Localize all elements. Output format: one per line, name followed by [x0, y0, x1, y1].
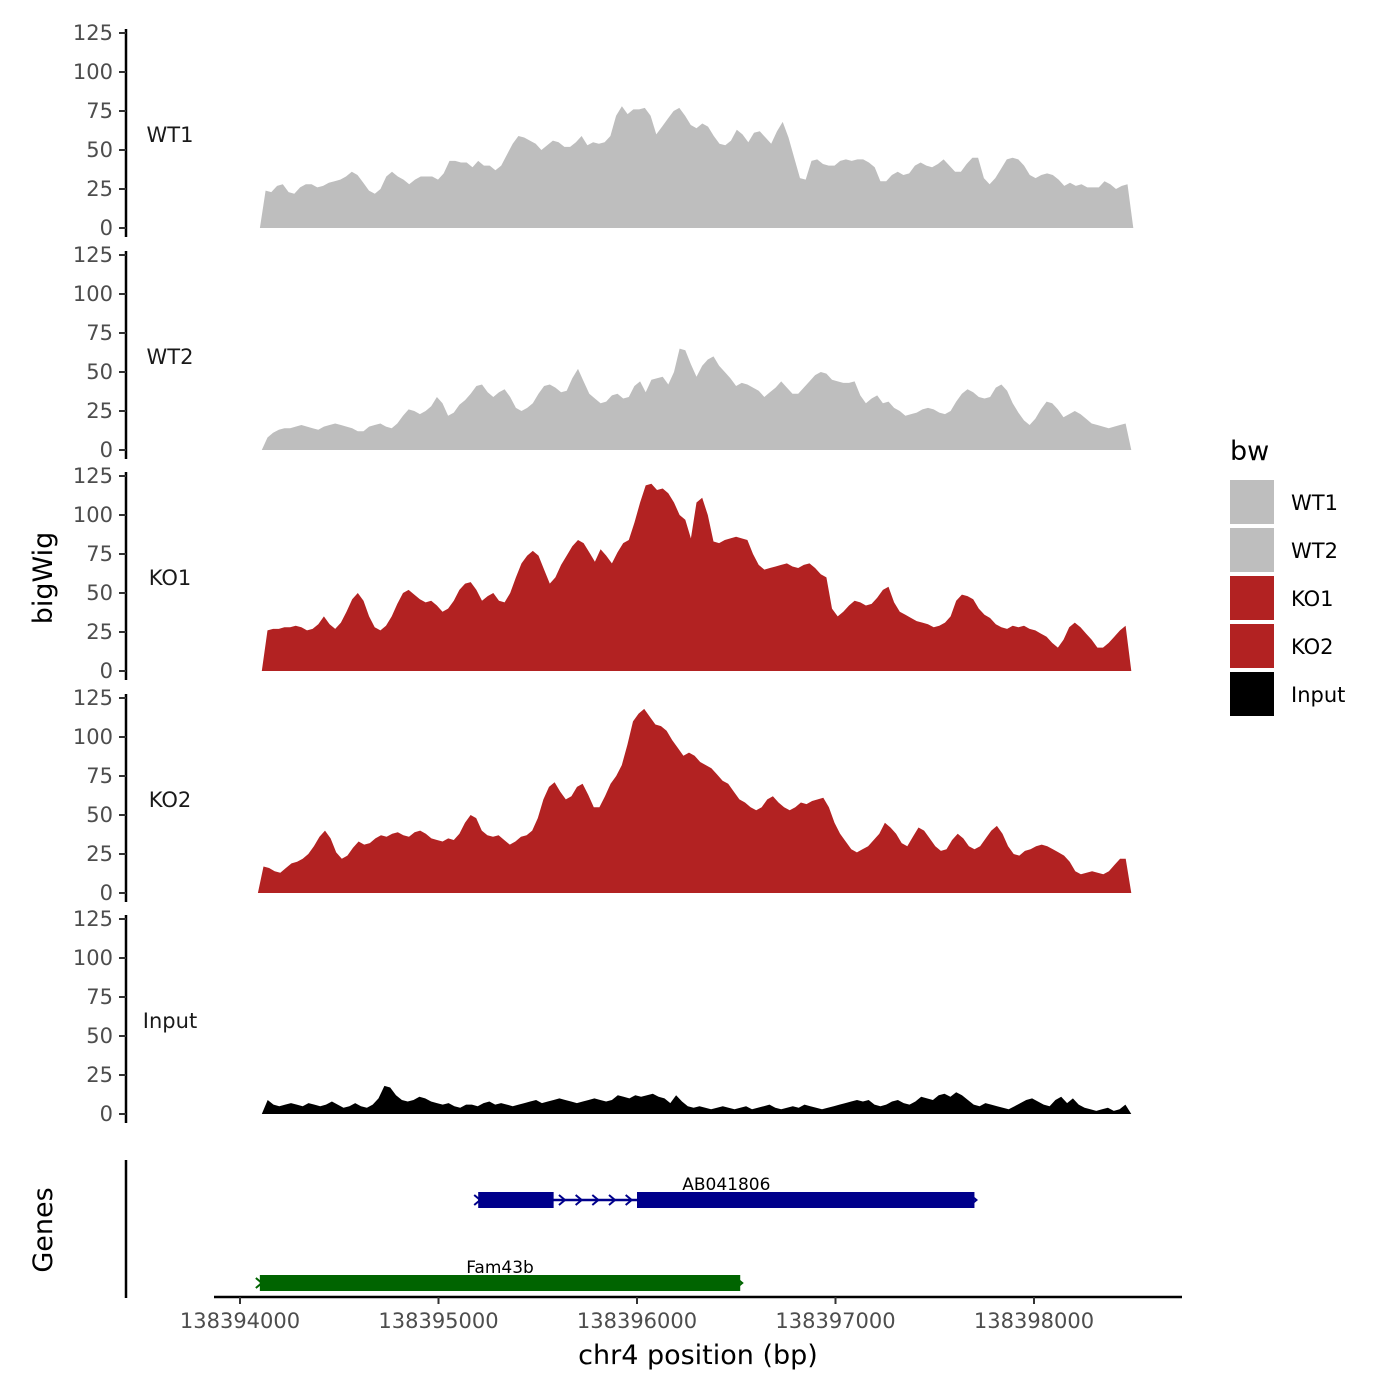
area-input	[261, 1085, 1132, 1114]
panel-wt2: 0 25 50 75 100 125 WT2	[73, 243, 1132, 462]
y-tick-label: 25	[86, 842, 113, 866]
gene-exon	[259, 1275, 741, 1291]
y-tick-label: 0	[100, 438, 113, 462]
legend-label-input: Input	[1291, 683, 1345, 707]
legend-title: bw	[1230, 436, 1269, 467]
x-tick-label: 138395000	[378, 1309, 498, 1333]
area-ko1	[261, 483, 1132, 671]
y-tick-label: 100	[73, 725, 113, 749]
x-tick-label: 138394000	[180, 1309, 300, 1333]
y-tick-label: 75	[86, 99, 113, 123]
y-tick-label: 50	[86, 138, 113, 162]
y-tick-label: 125	[73, 907, 113, 931]
gene-exon	[637, 1192, 975, 1208]
y-tick-label: 100	[73, 282, 113, 306]
panel-label-wt2: WT2	[147, 345, 194, 369]
strand-arrow	[625, 1194, 634, 1206]
x-axis-title: chr4 position (bp)	[578, 1340, 818, 1371]
y-tick-label: 0	[100, 216, 113, 240]
panel-label-input: Input	[143, 1009, 197, 1033]
area-ko2	[257, 708, 1132, 893]
y-tick-label: 0	[100, 881, 113, 905]
gene-label: AB041806	[682, 1175, 770, 1195]
x-axis: 138394000 138395000 138396000 138397000 1383…	[180, 1295, 1182, 1333]
y-tick-label: 75	[86, 985, 113, 1009]
y-tick-label: 125	[73, 243, 113, 267]
gene-ab041806: AB041806	[473, 1175, 979, 1208]
y-tick-label: 100	[73, 503, 113, 527]
panel-label-ko1: KO1	[149, 566, 192, 590]
strand-arrow	[558, 1194, 567, 1206]
y-tick-label: 0	[100, 1102, 113, 1126]
genes-track: AB041806 Fam43b	[124, 1160, 979, 1298]
legend-label-wt2: WT2	[1291, 539, 1338, 563]
strand-arrow	[575, 1194, 584, 1206]
y-tick-label: 75	[86, 321, 113, 345]
legend-key-wt1	[1230, 480, 1274, 524]
legend-label-ko1: KO1	[1291, 587, 1334, 611]
x-tick-label: 138398000	[974, 1309, 1094, 1333]
y-tick-label: 100	[73, 60, 113, 84]
y-tick-label: 0	[100, 659, 113, 683]
panel-input: 0 25 50 75 100 125 Input	[73, 907, 1132, 1126]
panel-label-wt1: WT1	[147, 123, 194, 147]
legend-key-ko2	[1230, 624, 1274, 668]
gene-label: Fam43b	[466, 1258, 534, 1278]
y-tick-label: 50	[86, 360, 113, 384]
y-tick-label: 50	[86, 803, 113, 827]
y-tick-label: 125	[73, 21, 113, 45]
legend-key-wt2	[1230, 528, 1274, 572]
y-tick-label: 50	[86, 1024, 113, 1048]
track-panels: 0 25 50 75 100 125 WT1 0 25 50 75 100 125 WT2 0 25 50 75 1…	[73, 21, 1134, 1126]
panel-ko2: 0 25 50 75 100 125 KO2	[73, 686, 1132, 905]
y-tick-label: 25	[86, 1063, 113, 1087]
y-tick-label: 25	[86, 177, 113, 201]
legend-label-ko2: KO2	[1291, 635, 1334, 659]
x-tick-label: 138397000	[775, 1309, 895, 1333]
y-tick-label: 125	[73, 464, 113, 488]
y-tick-label: 75	[86, 764, 113, 788]
gene-exon	[478, 1192, 554, 1208]
y-tick-label: 125	[73, 686, 113, 710]
legend-key-ko1	[1230, 576, 1274, 620]
strand-arrow	[608, 1194, 617, 1206]
legend-key-input	[1230, 672, 1274, 716]
legend: bw WT1 WT2 KO1 KO2 Input	[1230, 436, 1345, 716]
area-wt1	[259, 106, 1134, 228]
strand-arrow	[591, 1194, 600, 1206]
genes-axis-title: Genes	[28, 1187, 59, 1272]
area-wt2	[261, 348, 1132, 450]
legend-label-wt1: WT1	[1291, 491, 1338, 515]
y-tick-label: 25	[86, 399, 113, 423]
y-tick-label: 25	[86, 620, 113, 644]
y-tick-label: 100	[73, 946, 113, 970]
x-tick-label: 138396000	[577, 1309, 697, 1333]
y-axis-title: bigWig	[28, 532, 59, 625]
panel-label-ko2: KO2	[149, 788, 192, 812]
panel-ko1: 0 25 50 75 100 125 KO1	[73, 464, 1132, 683]
gene-fam43b: Fam43b	[255, 1258, 744, 1291]
y-tick-label: 50	[86, 581, 113, 605]
panel-wt1: 0 25 50 75 100 125 WT1	[73, 21, 1134, 240]
y-tick-label: 75	[86, 542, 113, 566]
